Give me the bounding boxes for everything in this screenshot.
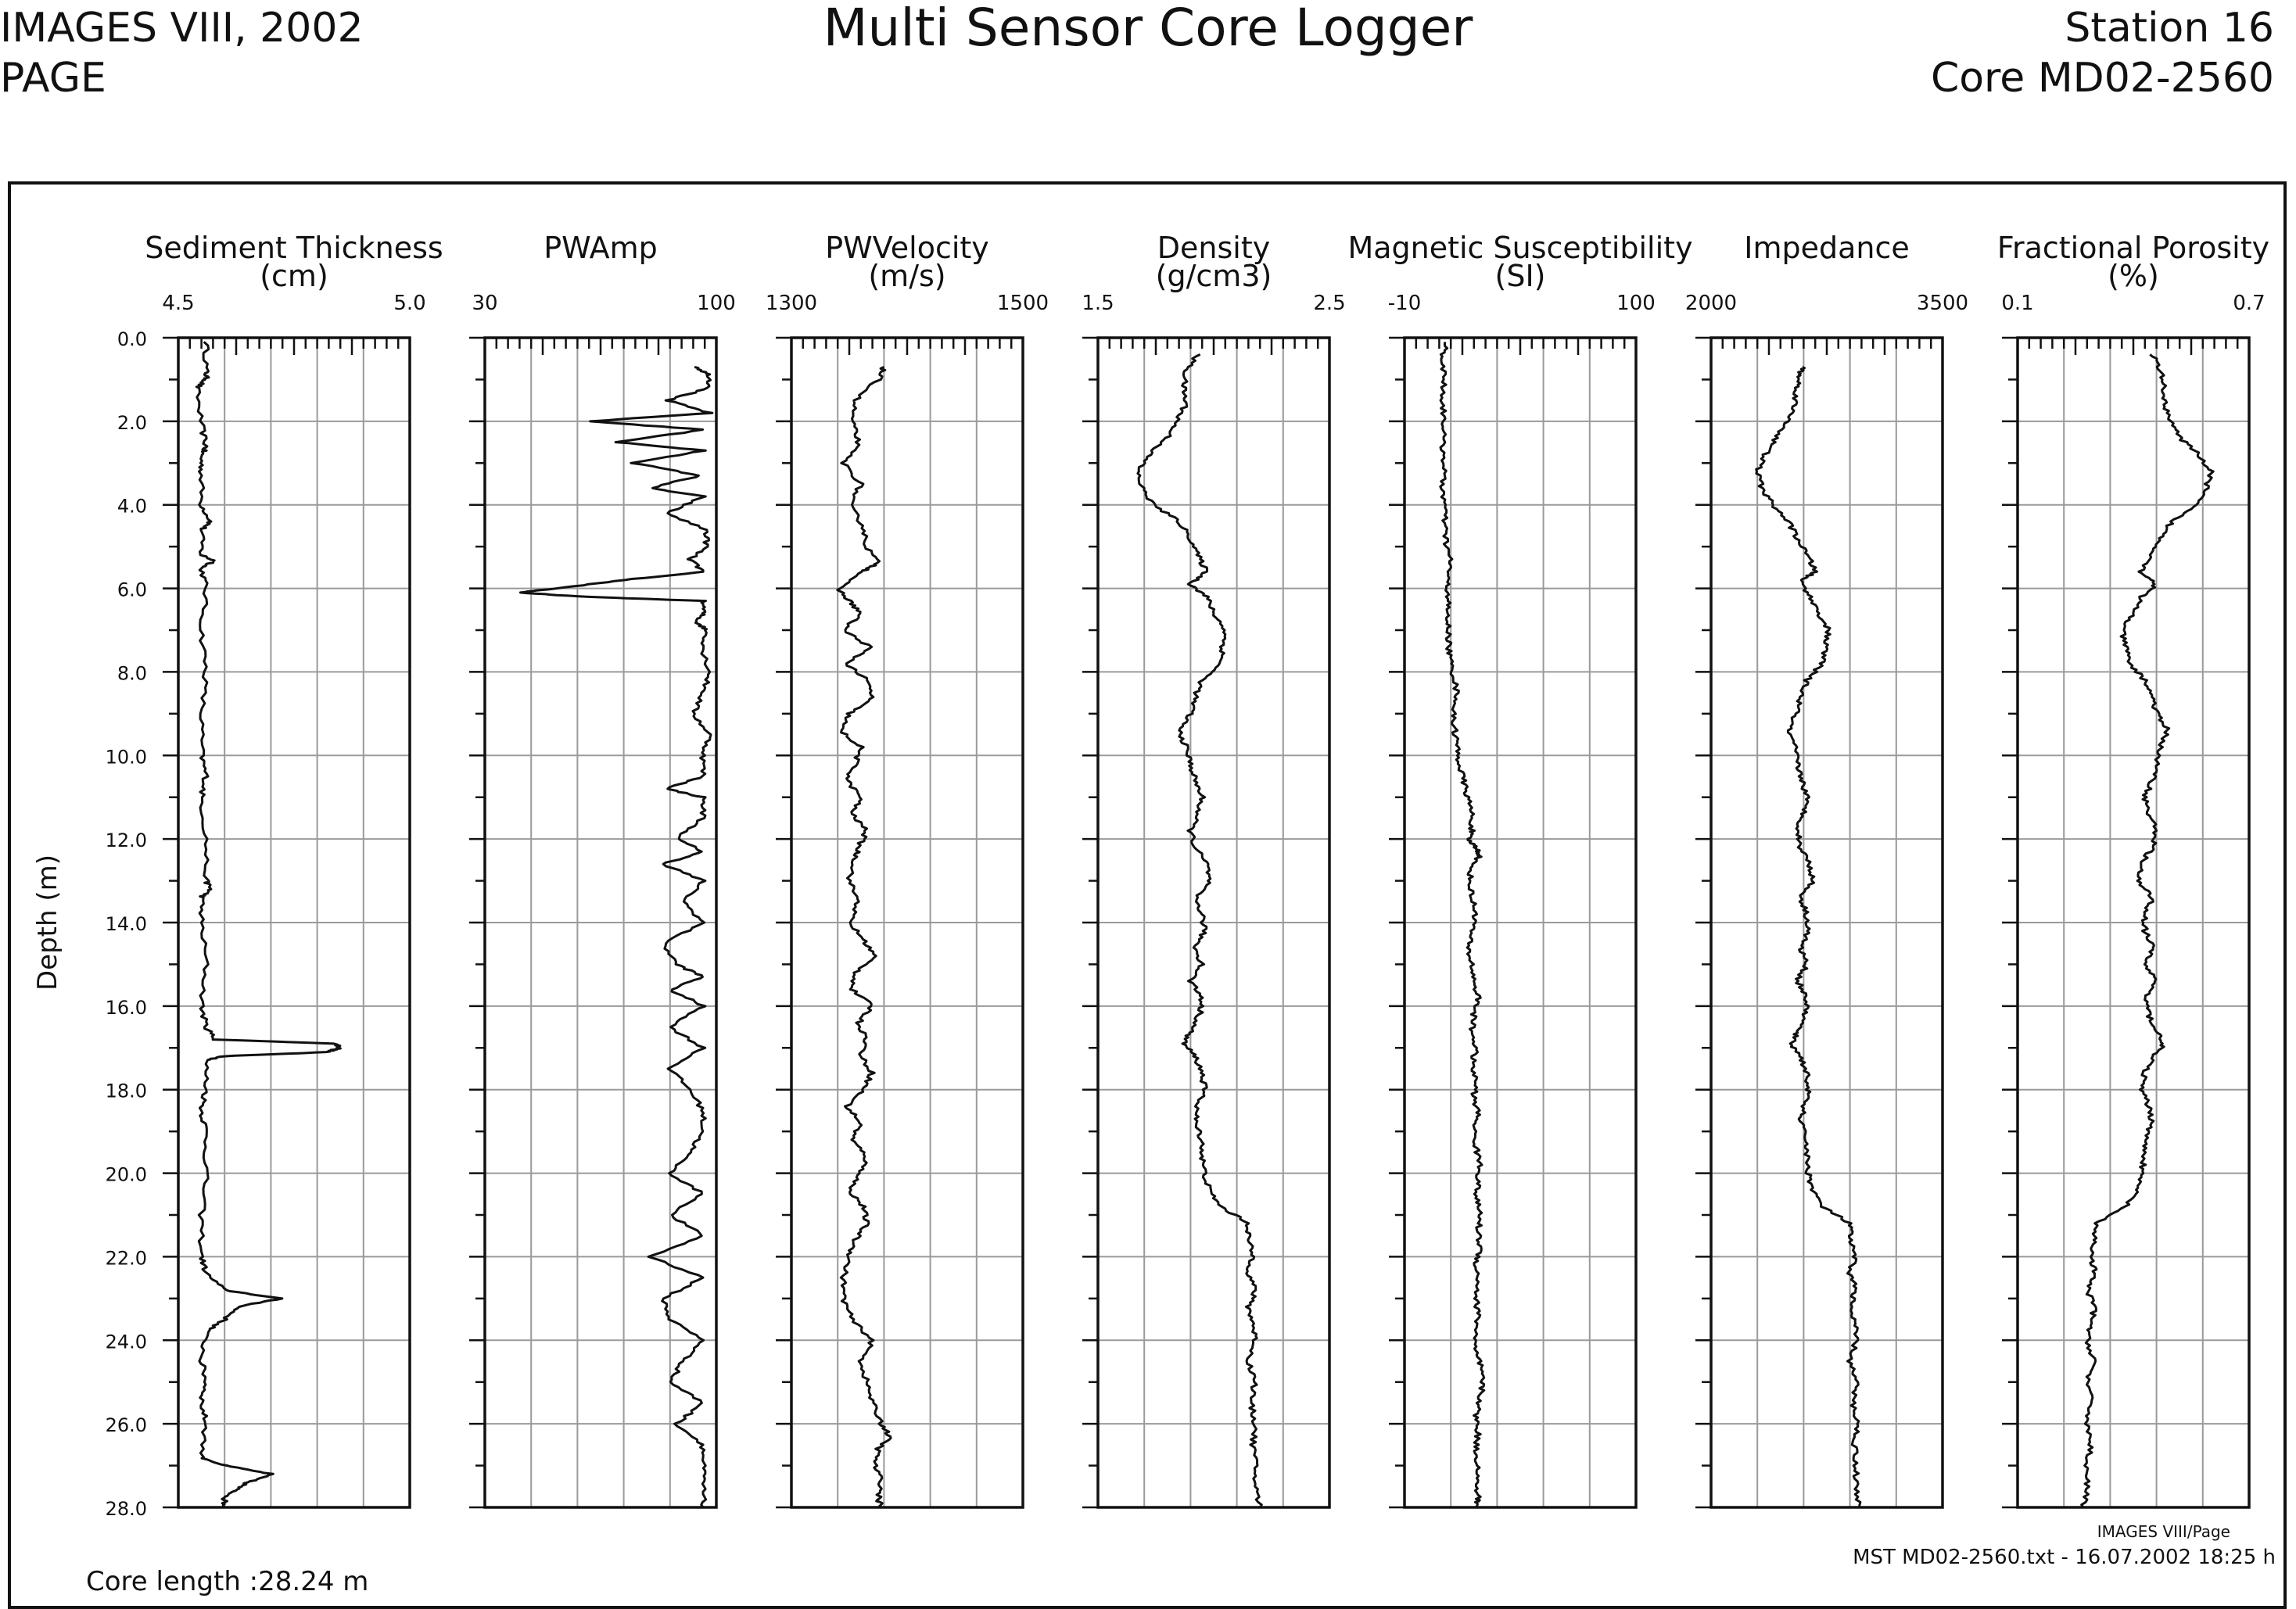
page-label: PAGE bbox=[0, 55, 106, 102]
panel-thickness: Sediment Thickness(cm) 4.5 5.0 bbox=[145, 231, 443, 1509]
depth-tick-label: 2.0 bbox=[117, 412, 147, 434]
panel-range-min: 0.1 bbox=[2001, 292, 2033, 315]
core-length-label: Core length :28.24 m bbox=[86, 1566, 368, 1597]
panel-series-line bbox=[519, 365, 714, 1508]
panel-unit: (%) bbox=[2108, 259, 2159, 293]
panel-impedance: Impedance 2000 3500 bbox=[1685, 231, 1968, 1509]
panel-unit: (SI) bbox=[1495, 259, 1546, 293]
depth-tick-label: 12.0 bbox=[106, 830, 147, 851]
panel-range-max: 0.7 bbox=[2233, 292, 2265, 315]
panel-range-min: 1300 bbox=[766, 292, 817, 315]
panel-frame bbox=[177, 336, 411, 1509]
panel-frame bbox=[1709, 336, 1944, 1509]
panel-density: Density(g/cm3) 1.5 2.5 bbox=[1082, 231, 1346, 1509]
panel-series-line bbox=[1439, 342, 1486, 1508]
panel-series-line bbox=[2080, 353, 2215, 1508]
depth-tick-label: 18.0 bbox=[106, 1080, 147, 1102]
panel-unit: (cm) bbox=[260, 259, 328, 293]
panel-title: Density bbox=[1157, 231, 1270, 265]
panel-porosity: Fractional Porosity(%) 0.1 0.7 bbox=[1997, 231, 2269, 1509]
panel-range-max: 3500 bbox=[1917, 292, 1968, 315]
depth-tick-label: 14.0 bbox=[106, 913, 147, 935]
panel-frame bbox=[790, 336, 1024, 1509]
source-file-label: MST MD02-2560.txt - 16.07.2002 18:25 h bbox=[1853, 1546, 2276, 1569]
panel-range-max: 2.5 bbox=[1313, 292, 1345, 315]
expedition-label: IMAGES VIII, 2002 bbox=[0, 5, 364, 52]
header-right: Station 16 Core MD02-2560 bbox=[1931, 3, 2274, 103]
panel-title: Impedance bbox=[1744, 231, 1910, 265]
panel-frame bbox=[2016, 336, 2251, 1509]
header-left: IMAGES VIII, 2002 PAGE bbox=[0, 3, 364, 103]
panel-range-min: -10 bbox=[1388, 292, 1421, 315]
source-small-label: IMAGES VIII/Page bbox=[2097, 1522, 2230, 1541]
depth-tick-label: 26.0 bbox=[106, 1414, 147, 1436]
panel-range-max: 5.0 bbox=[393, 292, 425, 315]
depth-tick-label: 4.0 bbox=[117, 496, 147, 518]
depth-tick-label: 8.0 bbox=[117, 662, 147, 684]
depth-axis: Depth (m) 0.0 2.0 4.0 6.0 8.0 10.0 12.0 14.0 16.0… bbox=[32, 328, 147, 1520]
panel-title: PWVelocity bbox=[825, 231, 989, 265]
page-title: Multi Sensor Core Logger bbox=[823, 0, 1473, 58]
depth-tick-label: 10.0 bbox=[106, 746, 147, 768]
panel-range-min: 1.5 bbox=[1082, 292, 1114, 315]
panel-range-min: 30 bbox=[472, 292, 497, 315]
panel-range-max: 1500 bbox=[997, 292, 1049, 315]
depth-tick-label: 24.0 bbox=[106, 1331, 147, 1353]
core-label: Core MD02-2560 bbox=[1930, 55, 2274, 102]
chart-frame bbox=[8, 181, 2287, 1609]
depth-tick-label: 16.0 bbox=[106, 997, 147, 1019]
panel-title: Sediment Thickness bbox=[145, 231, 443, 265]
panel-title: Magnetic Susceptibility bbox=[1347, 231, 1692, 265]
panel-series-line bbox=[1755, 366, 1862, 1508]
panel-range-max: 100 bbox=[697, 292, 736, 315]
panel-series-line bbox=[1136, 353, 1263, 1508]
panel-pwvelocity: PWVelocity(m/s) 1300 1500 bbox=[766, 231, 1049, 1509]
panel-range-min: 2000 bbox=[1685, 292, 1737, 315]
depth-tick-label: 6.0 bbox=[117, 579, 147, 601]
panel-frame bbox=[1096, 336, 1331, 1509]
panel-unit: (m/s) bbox=[868, 259, 945, 293]
depth-tick-label: 22.0 bbox=[106, 1247, 147, 1269]
panel-pwamp: PWAmp 30 100 bbox=[469, 231, 736, 1509]
panel-frame bbox=[483, 336, 718, 1509]
depth-tick-label: 20.0 bbox=[106, 1164, 147, 1186]
panel-unit: (g/cm3) bbox=[1156, 259, 1272, 293]
panel-series-line bbox=[836, 366, 892, 1509]
panel-range-min: 4.5 bbox=[162, 292, 194, 315]
panel-range-max: 100 bbox=[1616, 292, 1656, 315]
panel-frame bbox=[1403, 336, 1638, 1509]
panel-series-line bbox=[195, 341, 342, 1508]
depth-tick-label: 0.0 bbox=[117, 328, 147, 350]
station-label: Station 16 bbox=[2065, 5, 2274, 52]
depth-tick-label: 28.0 bbox=[106, 1498, 147, 1520]
panel-magsus: Magnetic Susceptibility(SI) -10 100 bbox=[1347, 231, 1693, 1509]
panel-title: PWAmp bbox=[544, 231, 658, 265]
depth-axis-label: Depth (m) bbox=[32, 855, 63, 991]
panel-title: Fractional Porosity bbox=[1997, 231, 2269, 265]
